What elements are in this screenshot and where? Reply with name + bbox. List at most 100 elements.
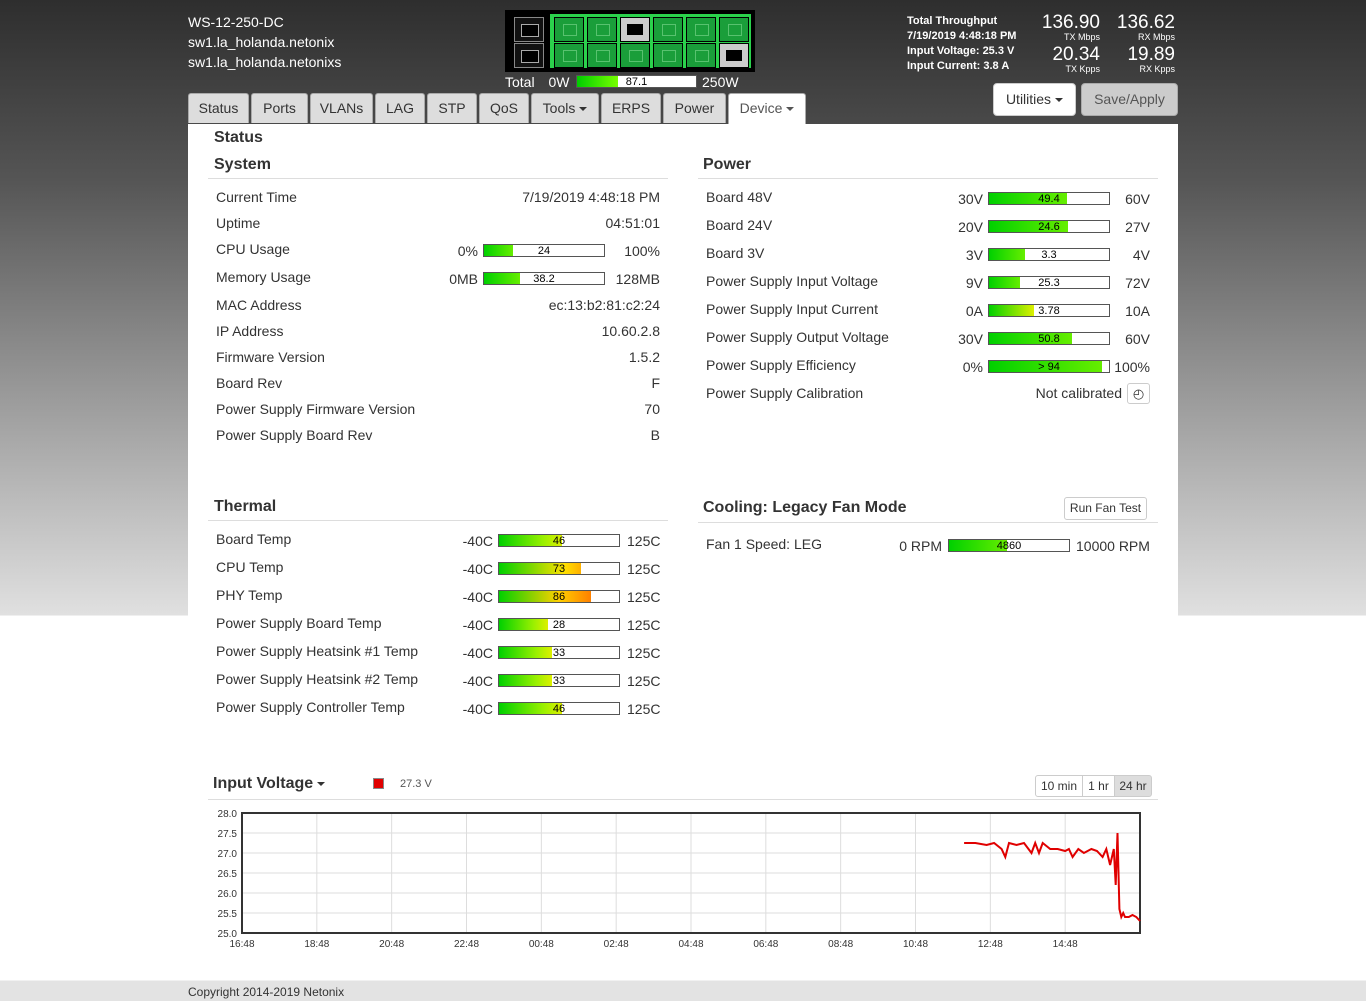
power-row-label: Power Supply Input Voltage	[706, 273, 879, 289]
tab-status[interactable]: Status	[188, 93, 249, 123]
system-row-label: CPU Usage	[216, 241, 290, 257]
power-row-bar-fill	[989, 361, 1102, 372]
tab-label: VLANs	[319, 100, 364, 116]
port-14-icon[interactable]	[719, 43, 749, 68]
thermal-row-min: -40C	[462, 645, 493, 661]
port-5-icon[interactable]	[653, 17, 683, 42]
system-row-value: ec:13:b2:81:c2:24	[548, 297, 660, 313]
tab-lag[interactable]: LAG	[375, 93, 425, 123]
tab-power[interactable]: Power	[663, 93, 726, 123]
tab-tools[interactable]: Tools	[531, 93, 599, 123]
power-row-min: 30V	[958, 191, 983, 207]
tab-qos[interactable]: QoS	[479, 93, 529, 123]
port-13-icon[interactable]	[686, 43, 716, 68]
power-row-min: 0%	[962, 359, 983, 375]
thermal-row-bar-value: 73	[552, 563, 566, 575]
fan-bar-fill	[949, 540, 1008, 551]
footer-copyright: Copyright 2014-2019 Netonix	[188, 985, 345, 999]
power-row-bar-fill	[989, 249, 1025, 260]
thermal-row-bar-fill	[499, 591, 591, 602]
thermal-row-bar: 28	[498, 618, 620, 631]
thermal-row-bar-value: 33	[552, 675, 566, 687]
thermal-row-bar-value: 46	[552, 535, 566, 547]
run-fan-test-button[interactable]: Run Fan Test	[1064, 497, 1147, 520]
tab-ports[interactable]: Ports	[251, 93, 308, 123]
port-9-icon[interactable]	[554, 43, 584, 68]
thermal-row-min: -40C	[462, 561, 493, 577]
chart-series-line	[964, 832, 1141, 922]
thermal-row-max: 125C	[627, 617, 661, 633]
calibration-value: Not calibrated	[1035, 385, 1122, 401]
thermal-row-label: CPU Temp	[216, 559, 284, 575]
thermal-row-bar: 33	[498, 646, 620, 659]
power-row-max: 72V	[1125, 275, 1150, 291]
system-row-bar-fill	[484, 245, 513, 256]
chart-y-tick-label: 27.5	[218, 829, 238, 840]
range-24hr-button[interactable]: 24 hr	[1114, 775, 1152, 797]
power-row-bar-fill	[989, 333, 1073, 344]
tab-vlans[interactable]: VLANs	[310, 93, 373, 123]
power-row-bar: 3.78	[988, 304, 1110, 317]
port-12-icon[interactable]	[653, 43, 683, 68]
power-row-max: 4V	[1132, 247, 1150, 263]
system-title: System	[214, 156, 271, 173]
system-row-min: 0%	[457, 243, 478, 259]
port-3-icon[interactable]	[587, 17, 617, 42]
power-row-label: Board 3V	[706, 245, 765, 261]
system-row-label: Memory Usage	[216, 269, 311, 285]
page-title: Status	[214, 129, 263, 146]
port-7-icon[interactable]	[719, 17, 749, 42]
power-total-bar: 87.1	[576, 75, 697, 88]
chart-y-tick-label: 28.0	[218, 809, 238, 820]
throughput-title: Total Throughput	[907, 15, 998, 27]
gauge-icon: ◴	[1132, 386, 1145, 401]
tab-label: Ports	[263, 100, 296, 116]
port-1-icon[interactable]	[514, 17, 544, 42]
rx-kpps-value: 19.89	[1127, 44, 1175, 65]
power-row-max: 100%	[1114, 359, 1150, 375]
system-row-bar-value: 38.2	[533, 273, 555, 285]
thermal-divider	[208, 520, 668, 521]
thermal-row-bar-value: 28	[552, 619, 566, 631]
tab-label: Power	[674, 100, 715, 116]
thermal-row-bar-fill	[499, 703, 562, 714]
port-11-icon[interactable]	[620, 43, 650, 68]
thermal-row-label: PHY Temp	[216, 587, 283, 603]
port-10-icon[interactable]	[587, 43, 617, 68]
system-row-bar-value: 24	[537, 245, 551, 257]
calibrate-button[interactable]: ◴	[1127, 383, 1150, 404]
port-panel	[505, 10, 755, 72]
tab-label: Status	[198, 100, 239, 116]
chevron-down-icon	[579, 107, 588, 112]
save-apply-button[interactable]: Save/Apply	[1081, 83, 1178, 116]
power-row-max: 60V	[1125, 191, 1150, 207]
throughput-time: 7/19/2019 4:48:18 PM	[907, 30, 1017, 42]
port-2-icon[interactable]	[554, 17, 584, 42]
utilities-label: Utilities	[1005, 91, 1052, 107]
device-location: sw1.la_holanda.netonixs	[188, 54, 342, 70]
port-6-icon[interactable]	[686, 17, 716, 42]
range-1hr-button[interactable]: 1 hr	[1082, 775, 1115, 797]
range-10min-button[interactable]: 10 min	[1035, 775, 1083, 797]
utilities-dropdown[interactable]: Utilities	[993, 83, 1076, 116]
power-row-label: Power Supply Output Voltage	[706, 329, 889, 345]
thermal-row-bar-fill	[499, 619, 549, 630]
system-row-label: IP Address	[216, 323, 284, 339]
tab-stp[interactable]: STP	[427, 93, 477, 123]
port-8-icon[interactable]	[514, 43, 544, 68]
power-row-min: 9V	[965, 275, 983, 291]
power-row-min: 20V	[958, 219, 983, 235]
tab-erps[interactable]: ERPS	[601, 93, 661, 123]
tab-device[interactable]: Device	[728, 93, 806, 124]
power-row-bar-value: 3.3	[1041, 249, 1057, 261]
port-4-icon[interactable]	[620, 17, 650, 42]
thermal-row-bar: 46	[498, 702, 620, 715]
thermal-row-label: Power Supply Board Temp	[216, 615, 382, 631]
power-row-bar-fill	[989, 221, 1068, 232]
legend-value: 27.3 V	[400, 778, 432, 790]
rx-mbps-label: RX Mbps	[1137, 32, 1175, 42]
thermal-title: Thermal	[214, 498, 277, 515]
chart-metric-dropdown[interactable]: Input Voltage	[213, 775, 326, 793]
power-row-bar-value: 49.4	[1038, 193, 1060, 205]
power-row-max: 60V	[1125, 331, 1150, 347]
